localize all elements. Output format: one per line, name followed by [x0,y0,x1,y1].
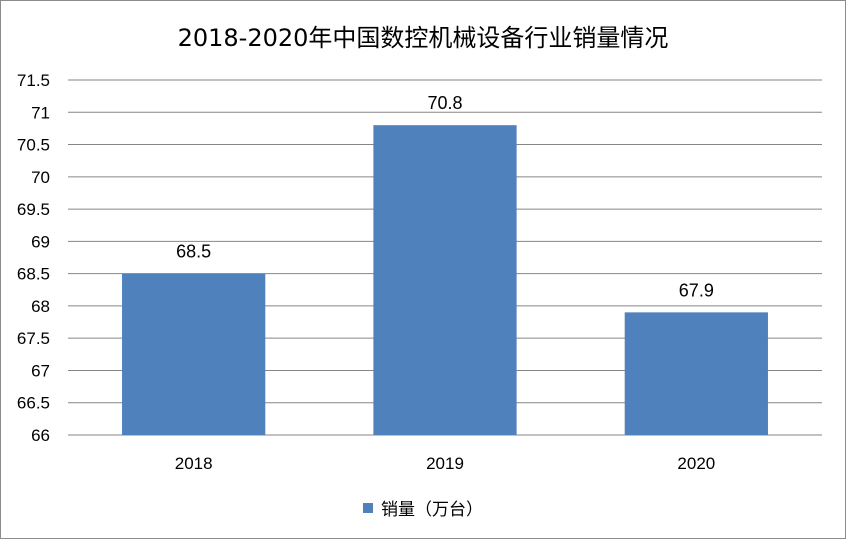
data-label: 70.8 [427,93,462,113]
y-tick-label: 70.5 [17,136,50,155]
data-label: 67.9 [679,280,714,300]
bar [122,273,266,435]
y-tick-label: 67 [31,361,50,380]
bar [624,312,768,435]
legend-label: 销量（万台） [381,500,483,520]
bars [122,125,768,435]
y-tick-label: 68 [31,297,50,316]
y-tick-label: 67.5 [17,329,50,348]
legend-swatch [363,502,373,513]
y-tick-label: 71.5 [17,71,50,90]
bar [373,125,517,435]
y-tick-label: 66 [31,426,50,445]
data-labels: 68.5 70.8 67.9 [176,93,714,300]
x-tick-label: 2018 [175,454,213,473]
y-tick-label: 66.5 [17,394,50,413]
y-tick-label: 68.5 [17,265,50,284]
x-axis-tick-labels: 2018 2019 2020 [175,454,715,473]
data-label: 68.5 [176,242,211,262]
chart-title: 2018-2020年中国数控机械设备行业销量情况 [177,24,669,52]
y-tick-label: 69 [31,232,50,251]
y-tick-label: 70 [31,168,50,187]
legend: 销量（万台） [0,495,846,520]
y-axis-tick-labels: 66 66.5 67 67.5 68 68.5 69 69.5 70 70.5 71 71.5 [17,71,50,445]
x-tick-label: 2020 [677,454,715,473]
y-tick-label: 69.5 [17,200,50,219]
y-tick-label: 71 [31,103,50,122]
x-tick-label: 2019 [426,454,464,473]
